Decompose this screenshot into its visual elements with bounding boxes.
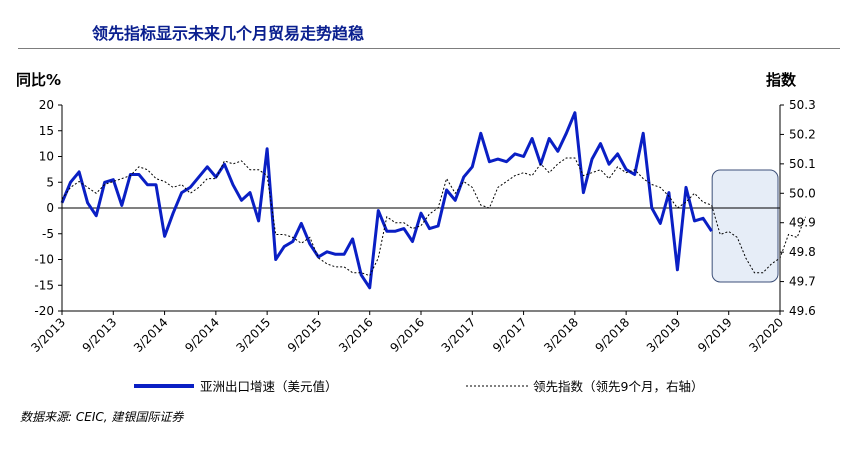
right-tick-label: 50.3 (789, 98, 816, 112)
x-tick-label: 9/2017 (490, 315, 530, 355)
series-line-asia-exports (60, 111, 713, 290)
x-tick-label: 3/2013 (28, 315, 68, 355)
forecast-highlight-box (711, 169, 779, 283)
x-tick-label: 3/2017 (439, 315, 479, 355)
x-tick-label: 3/2018 (541, 315, 581, 355)
right-tick-label: 50.2 (789, 127, 816, 141)
series-line-leading-index (61, 157, 807, 277)
x-tick-label: 9/2015 (285, 315, 325, 355)
right-axis-title: 指数 (766, 71, 797, 89)
right-tick-label: 49.6 (789, 304, 816, 318)
left-tick-label: 10 (39, 150, 54, 164)
left-tick-label: -20 (34, 304, 54, 318)
left-tick-label: 0 (46, 201, 54, 215)
x-tick-label: 3/2015 (234, 315, 274, 355)
x-tick-label: 9/2018 (593, 315, 633, 355)
left-axis-title: 同比% (16, 71, 61, 89)
right-tick-label: 50.0 (789, 186, 816, 200)
left-tick-label: 5 (46, 175, 54, 189)
data-source: 数据来源: CEIC, 建银国际证券 (20, 410, 184, 424)
title-divider (18, 48, 840, 49)
x-tick-label: 9/2016 (387, 315, 427, 355)
legend-label-blue: 亚洲出口增速（美元值） (200, 379, 338, 394)
x-tick-label: 3/2016 (336, 315, 376, 355)
legend: 亚洲出口增速（美元值） 领先指数（领先9个月，右轴） (134, 379, 703, 394)
left-tick-label: 15 (39, 124, 54, 138)
x-tick-label: 3/2020 (746, 315, 786, 355)
trade-chart: 20 15 10 5 0 -5 -10 -15 -20 50.3 50.2 50.1 50.0 49.9 4… (16, 71, 816, 394)
right-tick-label: 49.8 (789, 245, 816, 259)
right-tick-label: 49.9 (789, 216, 816, 230)
left-tick-label: -15 (34, 278, 54, 292)
right-tick-label: 49.7 (789, 275, 816, 289)
x-tick-label: 9/2014 (182, 315, 222, 355)
left-tick-label: -5 (42, 227, 54, 241)
x-tick-label: 3/2014 (131, 315, 171, 355)
right-tick-label: 50.1 (789, 157, 816, 171)
legend-label-dashed: 领先指数（领先9个月，右轴） (533, 379, 703, 394)
x-tick-label: 9/2013 (80, 315, 120, 355)
x-tick-label: 9/2019 (695, 315, 735, 355)
left-tick-label: -10 (34, 253, 54, 267)
left-tick-label: 20 (39, 98, 54, 112)
x-tick-label: 3/2019 (644, 315, 684, 355)
chart-title: 领先指标显示未来几个月贸易走势趋稳 (92, 24, 365, 43)
